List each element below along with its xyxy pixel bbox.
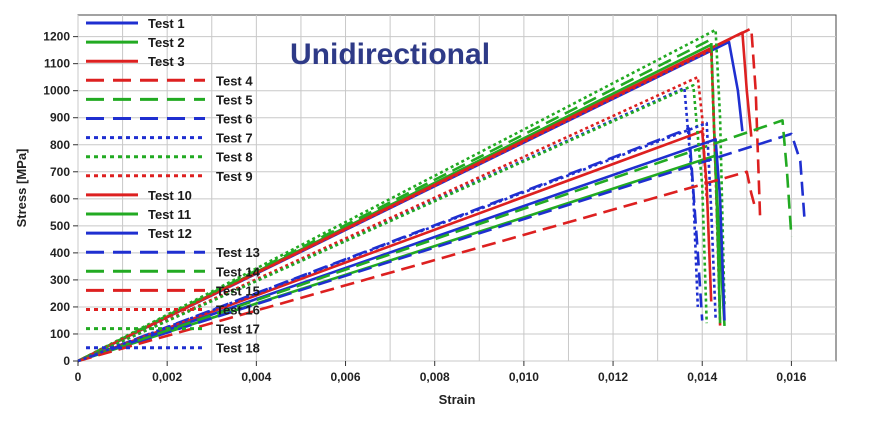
y-tick-label: 300 <box>50 273 70 287</box>
x-tick-label: 0 <box>75 370 82 384</box>
x-tick-label: 0,010 <box>509 370 539 384</box>
legend-label-test-5: Test 5 <box>216 92 253 107</box>
y-tick-label: 500 <box>50 219 70 233</box>
x-tick-label: 0,014 <box>687 370 717 384</box>
y-tick-label: 1200 <box>43 30 70 44</box>
x-tick-label: 0,008 <box>420 370 450 384</box>
x-axis-label: Strain <box>439 392 476 407</box>
legend-label-test-1: Test 1 <box>148 16 185 31</box>
x-tick-label: 0,006 <box>331 370 361 384</box>
legend-label-test-2: Test 2 <box>148 35 185 50</box>
series-group <box>77 27 807 363</box>
series-line-test-16 <box>77 75 708 363</box>
y-tick-label: 100 <box>50 327 70 341</box>
chart-title: Unidirectional <box>290 38 490 71</box>
legend-label-test-15: Test 15 <box>216 283 260 298</box>
legend-label-test-12: Test 12 <box>148 226 192 241</box>
y-tick-label: 1000 <box>43 84 70 98</box>
y-tick-label: 200 <box>50 300 70 314</box>
series-line-test-13 <box>77 132 807 363</box>
legend-label-test-17: Test 17 <box>216 322 260 337</box>
legend-label-test-14: Test 14 <box>216 264 261 279</box>
y-tick-label: 0 <box>63 354 70 368</box>
x-tick-label: 0,004 <box>241 370 271 384</box>
y-tick-label: 800 <box>50 138 70 152</box>
axes: 0 0,002 0,004 0,006 0,008 0,010 0,012 0,014 0,01… <box>43 30 806 384</box>
legend-label-test-9: Test 9 <box>216 169 253 184</box>
legend-label-test-18: Test 18 <box>216 341 260 356</box>
legend-label-test-11: Test 11 <box>148 207 191 222</box>
y-tick-label: 900 <box>50 111 70 125</box>
legend-label-test-13: Test 13 <box>216 245 260 260</box>
legend-label-test-16: Test 16 <box>216 303 260 318</box>
series-line-test-15 <box>77 170 757 363</box>
x-tick-label: 0,012 <box>598 370 628 384</box>
legend-label-test-3: Test 3 <box>148 54 185 69</box>
series-line-test-17 <box>77 84 708 363</box>
legend-label-test-8: Test 8 <box>216 150 253 165</box>
series-line-test-4 <box>77 27 762 363</box>
series-line-test-8 <box>77 28 726 363</box>
series-line-test-18 <box>77 121 717 363</box>
y-axis-label: Stress [MPa] <box>14 149 29 228</box>
x-tick-label: 0,016 <box>776 370 806 384</box>
legend-label-test-7: Test 7 <box>216 131 253 146</box>
x-tick-label: 0,002 <box>152 370 182 384</box>
legend: Test 1 Test 2 Test 3 Test 4 Test 5 Test 6 Test… <box>86 16 261 356</box>
y-tick-label: 400 <box>50 246 70 260</box>
legend-label-test-4: Test 4 <box>216 73 253 88</box>
y-tick-label: 1100 <box>44 57 70 71</box>
y-tick-label: 700 <box>50 165 70 179</box>
legend-label-test-6: Test 6 <box>216 112 253 127</box>
legend-label-test-10: Test 10 <box>148 188 192 203</box>
y-tick-label: 600 <box>50 192 70 206</box>
series-line-test-14 <box>77 119 793 363</box>
series-line-test-12 <box>77 138 726 363</box>
